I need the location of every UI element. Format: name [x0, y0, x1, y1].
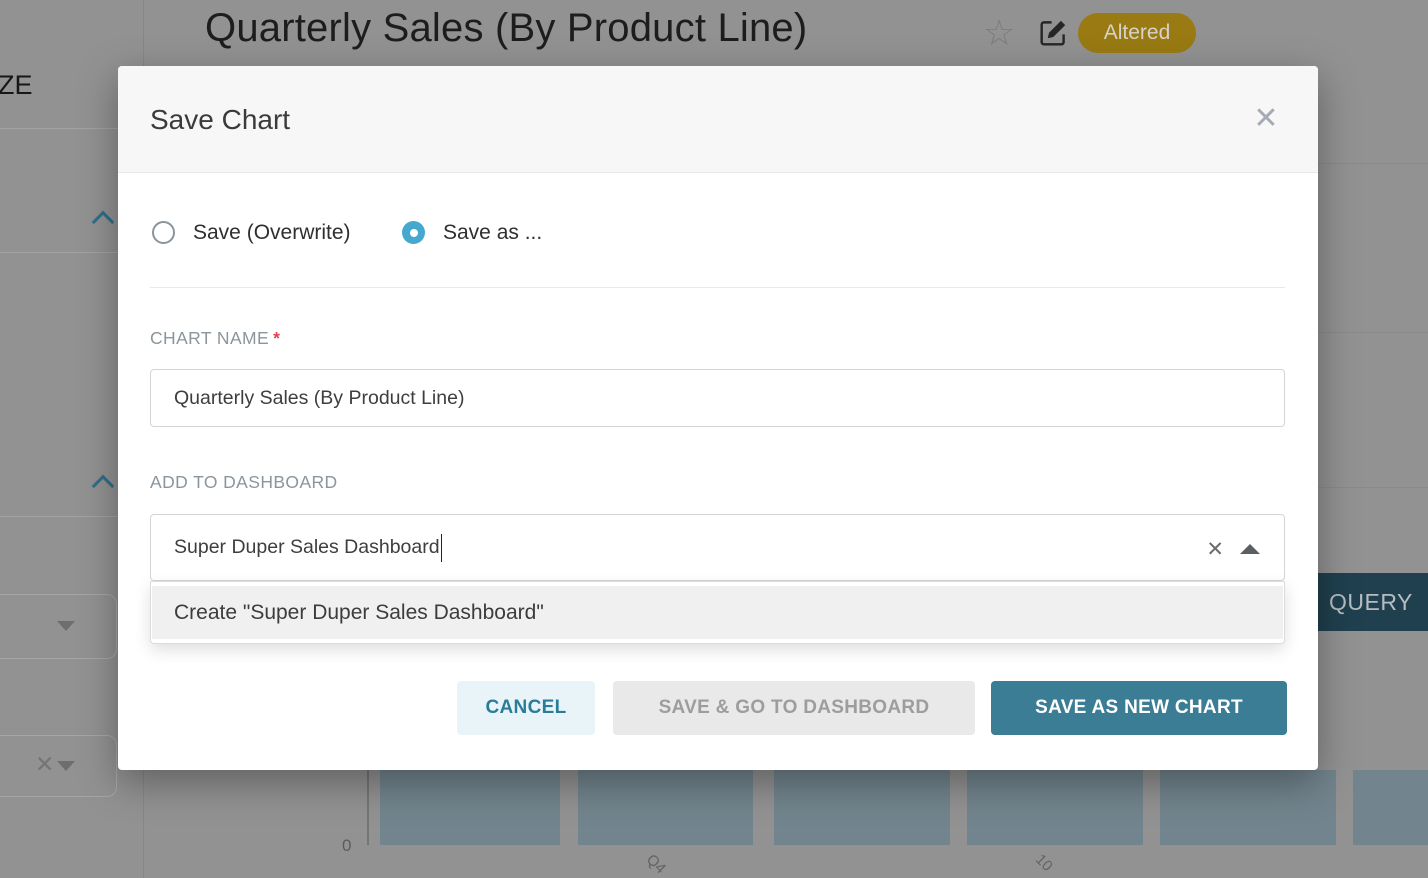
- chart-bar: [380, 770, 560, 845]
- radio-save-overwrite[interactable]: [152, 221, 175, 244]
- caret-up-icon[interactable]: [1240, 544, 1260, 554]
- add-to-dashboard-label: ADD TO DASHBOARD: [150, 472, 338, 492]
- background-divider: [1318, 487, 1428, 488]
- text-cursor: [440, 533, 443, 562]
- create-dashboard-option[interactable]: Create "Super Duper Sales Dashboard": [152, 586, 1283, 639]
- y-axis-tick-zero: 0: [342, 836, 352, 855]
- dashboard-combobox-value: Super Duper Sales Dashboard: [174, 536, 440, 558]
- chart-page-title: Quarterly Sales (By Product Line): [205, 6, 808, 50]
- run-query-button[interactable]: QUERY: [1318, 573, 1428, 631]
- radio-save-as[interactable]: [402, 221, 425, 244]
- caret-down-icon: [57, 621, 75, 631]
- dashboard-combobox[interactable]: Super Duper Sales Dashboard ✕: [150, 514, 1285, 581]
- chart-bar: [1160, 770, 1336, 845]
- chart-name-value: Quarterly Sales (By Product Line): [174, 386, 465, 409]
- favorite-star-icon[interactable]: ☆: [983, 12, 1016, 53]
- sidebar-divider: [0, 252, 143, 253]
- modal-header: Save Chart ✕: [118, 66, 1318, 173]
- required-asterisk: *: [273, 328, 281, 348]
- clear-icon[interactable]: ✕: [35, 751, 55, 777]
- clear-icon[interactable]: ✕: [1206, 538, 1224, 561]
- collapse-section-icon[interactable]: [91, 210, 115, 234]
- modal-title: Save Chart: [150, 104, 291, 135]
- sidebar-select[interactable]: [0, 594, 117, 659]
- cancel-button[interactable]: CANCEL: [457, 681, 595, 735]
- sidebar-divider: [0, 128, 143, 129]
- x-axis-tick-label: Q4: [642, 851, 670, 878]
- chart-bar: [774, 770, 950, 845]
- collapse-section-icon[interactable]: [91, 474, 115, 498]
- y-axis-line: [367, 770, 369, 845]
- save-as-new-chart-button[interactable]: SAVE AS NEW CHART: [991, 681, 1287, 735]
- chart-name-label: CHART NAME *: [150, 328, 280, 349]
- background-divider: [1318, 163, 1428, 164]
- dashboard-dropdown: Create "Super Duper Sales Dashboard": [150, 581, 1285, 644]
- caret-down-icon: [57, 761, 75, 771]
- chart-bar: [578, 770, 753, 845]
- sidebar-select[interactable]: ✕: [0, 735, 117, 797]
- chart-name-label-text: CHART NAME: [150, 328, 270, 348]
- close-icon[interactable]: ✕: [1253, 102, 1279, 135]
- radio-save-as-label[interactable]: Save as ...: [443, 221, 543, 244]
- background-divider: [1318, 332, 1428, 333]
- save-chart-modal: Save Chart ✕ Save (Overwrite) Save as ..…: [118, 66, 1318, 770]
- chart-bar: [967, 770, 1143, 845]
- sidebar-divider: [0, 516, 143, 517]
- chart-name-input[interactable]: Quarterly Sales (By Product Line): [150, 369, 1285, 427]
- altered-status-badge[interactable]: Altered: [1078, 13, 1196, 53]
- sidebar-tab-label-fragment: ZE: [0, 70, 33, 100]
- modal-section-divider: [150, 287, 1285, 288]
- edit-title-icon[interactable]: [1036, 16, 1070, 50]
- x-axis-tick-label: 10: [1031, 851, 1056, 875]
- radio-save-overwrite-label[interactable]: Save (Overwrite): [193, 221, 351, 244]
- chart-bar: [1353, 770, 1428, 845]
- save-and-go-to-dashboard-button[interactable]: SAVE & GO TO DASHBOARD: [613, 681, 975, 735]
